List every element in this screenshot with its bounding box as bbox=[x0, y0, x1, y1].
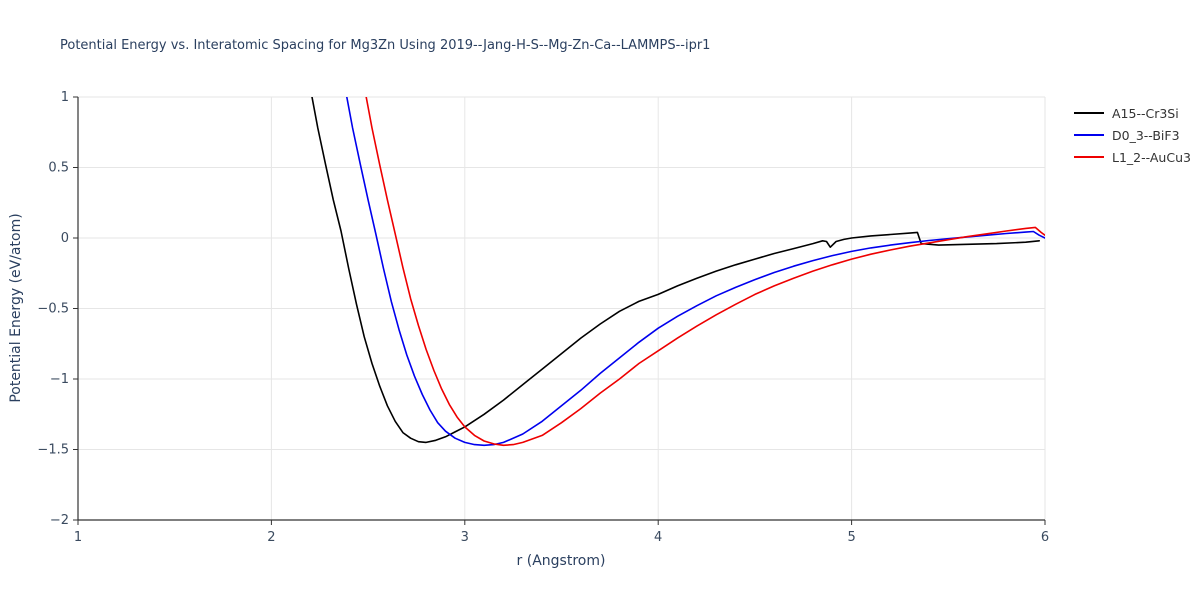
x-axis-label: r (Angstrom) bbox=[516, 553, 606, 569]
legend-line-swatch bbox=[1074, 134, 1104, 136]
legend-item: L1_2--AuCu3 bbox=[1074, 146, 1191, 168]
legend-line-swatch bbox=[1074, 156, 1104, 158]
x-tick-label: 5 bbox=[847, 530, 855, 545]
legend-label: A15--Cr3Si bbox=[1112, 105, 1179, 121]
series-line-L1_2--AuCu3 bbox=[365, 97, 1045, 447]
y-tick-label: 1 bbox=[61, 90, 69, 105]
legend: A15--Cr3Si D0_3--BiF3 L1_2--AuCu3 bbox=[1074, 102, 1191, 168]
y-tick-label: −0.5 bbox=[37, 302, 69, 317]
chart-title: Potential Energy vs. Interatomic Spacing… bbox=[60, 38, 711, 53]
legend-label: D0_3--BiF3 bbox=[1112, 127, 1180, 143]
x-tick-label: 4 bbox=[654, 530, 662, 545]
legend-line-swatch bbox=[1074, 112, 1104, 114]
x-tick-label: 3 bbox=[461, 530, 469, 545]
legend-item: A15--Cr3Si bbox=[1074, 102, 1191, 124]
series-line-A15--Cr3Si bbox=[311, 97, 1040, 444]
y-tick-label: −1 bbox=[50, 372, 69, 387]
legend-label: L1_2--AuCu3 bbox=[1112, 149, 1191, 165]
y-axis-label: Potential Energy (eV/atom) bbox=[8, 213, 24, 403]
x-tick-label: 2 bbox=[267, 530, 275, 545]
x-tick-label: 1 bbox=[74, 530, 82, 545]
grid bbox=[77, 96, 1046, 521]
tick-marks bbox=[73, 96, 1046, 525]
y-tick-label: 0 bbox=[61, 231, 69, 246]
y-tick-label: −1.5 bbox=[37, 443, 69, 458]
legend-item: D0_3--BiF3 bbox=[1074, 124, 1191, 146]
y-tick-label: 0.5 bbox=[48, 161, 69, 176]
x-tick-label: 6 bbox=[1041, 530, 1049, 545]
series-line-D0_3--BiF3 bbox=[345, 97, 1045, 447]
y-tick-label: −2 bbox=[50, 513, 69, 528]
